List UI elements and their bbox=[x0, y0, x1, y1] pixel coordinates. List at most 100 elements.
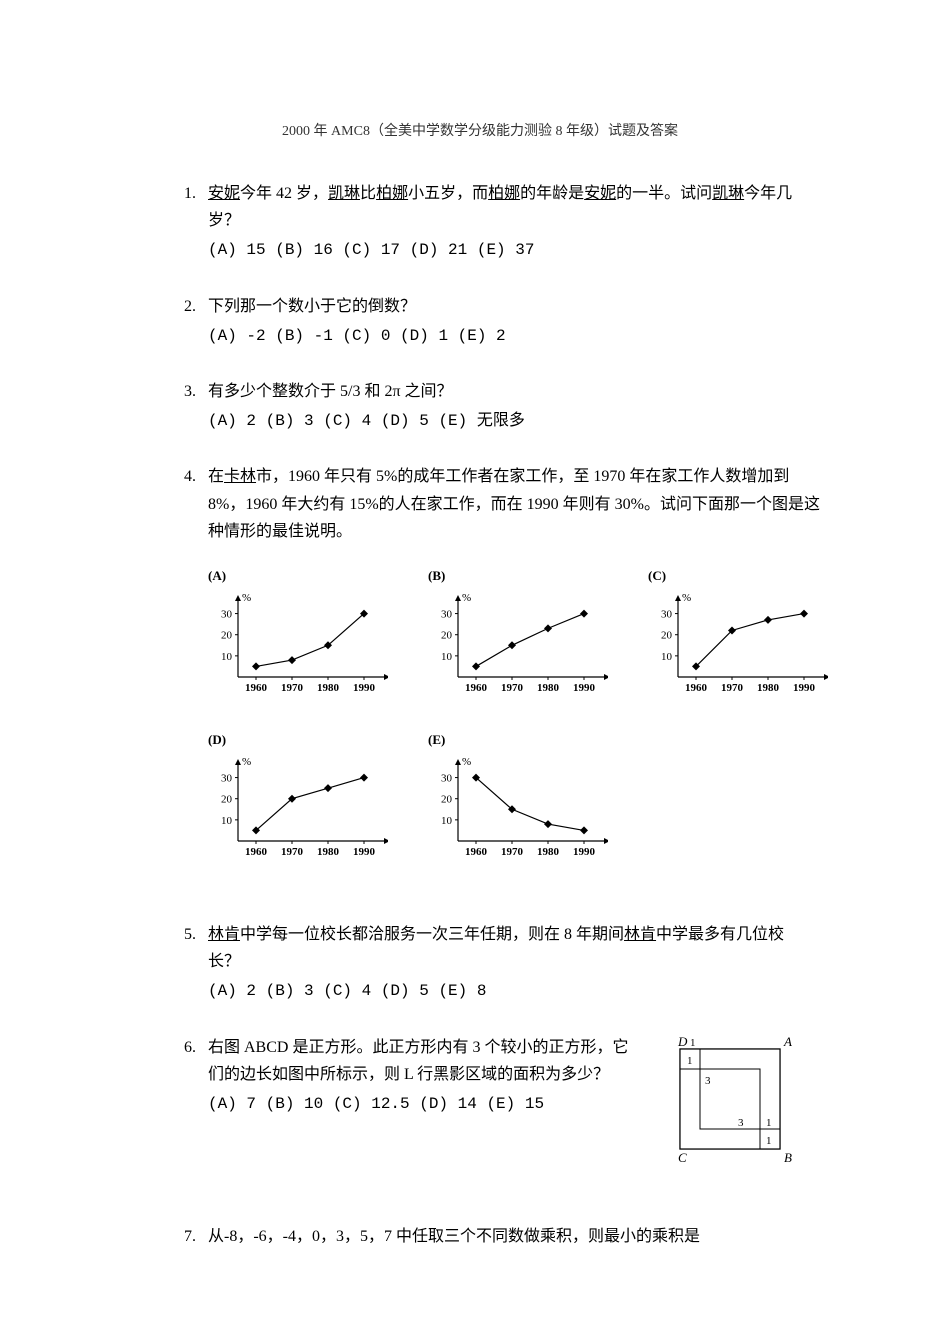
name-kailin2: 凯琳 bbox=[712, 185, 744, 202]
question-4: 4. 在卡林市，1960 年只有 5%的成年工作者在家工作，至 1970 年在家… bbox=[160, 463, 800, 893]
question-body: 安妮今年 42 岁，凯琳比柏娜小五岁，而柏娜的年龄是安妮的一半。试问凯琳今年几岁… bbox=[208, 180, 800, 265]
question-1: 1. 安妮今年 42 岁，凯琳比柏娜小五岁，而柏娜的年龄是安妮的一半。试问凯琳今… bbox=[160, 180, 800, 265]
svg-text:1970: 1970 bbox=[281, 846, 304, 858]
svg-text:1990: 1990 bbox=[353, 846, 376, 858]
svg-text:10: 10 bbox=[441, 651, 453, 663]
question-number: 4. bbox=[160, 463, 208, 893]
charts-grid: (A)%1020301960197019801990 (B)%102030196… bbox=[208, 565, 828, 863]
choices: (A) 15 (B) 16 (C) 17 (D) 21 (E) 37 bbox=[208, 236, 800, 264]
chart-c: (C)% 10 20 30 1960 1970 1980 1990 bbox=[648, 565, 828, 699]
question-number: 3. bbox=[160, 378, 208, 435]
question-body: 右图 ABCD 是正方形。此正方形内有 3 个较小的正方形，它们的边长如图中所标… bbox=[208, 1034, 800, 1183]
question-text: 右图 ABCD 是正方形。此正方形内有 3 个较小的正方形，它们的边长如图中所标… bbox=[208, 1034, 640, 1183]
name-kalin: 卡林 bbox=[224, 468, 256, 485]
question-body: 从-8，-6，-4，0，3，5，7 中任取三个不同数做乘积，则最小的乘积是 bbox=[208, 1223, 800, 1250]
question-body: 在卡林市，1960 年只有 5%的成年工作者在家工作，至 1970 年在家工作人… bbox=[208, 463, 828, 893]
svg-text:1980: 1980 bbox=[317, 682, 340, 694]
dim-3a: 3 bbox=[705, 1075, 711, 1087]
svg-text:10: 10 bbox=[221, 651, 233, 663]
name-bona: 柏娜 bbox=[376, 185, 408, 202]
svg-text:30: 30 bbox=[441, 609, 453, 621]
dim-1a: 1 bbox=[687, 1055, 693, 1067]
label-c: C bbox=[678, 1150, 687, 1165]
svg-text:10: 10 bbox=[441, 815, 453, 827]
question-number: 1. bbox=[160, 180, 208, 265]
svg-text:30: 30 bbox=[661, 609, 673, 621]
svg-text:1960: 1960 bbox=[465, 682, 488, 694]
svg-text:1980: 1980 bbox=[537, 682, 560, 694]
dim-3b: 3 bbox=[738, 1117, 744, 1129]
choices: (A) 7 (B) 10 (C) 12.5 (D) 14 (E) 15 bbox=[208, 1090, 640, 1118]
chart-label: (D) bbox=[208, 729, 388, 751]
choices: (A) 2 (B) 3 (C) 4 (D) 5 (E) 8 bbox=[208, 977, 800, 1005]
choices: (A) -2 (B) -1 (C) 0 (D) 1 (E) 2 bbox=[208, 322, 800, 350]
svg-text:1970: 1970 bbox=[281, 682, 304, 694]
svg-text:1970: 1970 bbox=[501, 682, 524, 694]
svg-text:1980: 1980 bbox=[537, 846, 560, 858]
svg-text:1990: 1990 bbox=[353, 682, 376, 694]
question-3: 3. 有多少个整数介于 5/3 和 2π 之间？ (A) 2 (B) 3 (C)… bbox=[160, 378, 800, 435]
svg-text:1990: 1990 bbox=[573, 846, 596, 858]
chart-label: (E) bbox=[428, 729, 608, 751]
question-number: 5. bbox=[160, 921, 208, 1006]
chart-a: (A)% 10 20 30 1960 1970 1980 1990 bbox=[208, 565, 388, 699]
question-2: 2. 下列那一个数小于它的倒数？ (A) -2 (B) -1 (C) 0 (D)… bbox=[160, 293, 800, 350]
name-lincoln: 林肯 bbox=[208, 926, 240, 943]
label-b: B bbox=[784, 1150, 792, 1165]
svg-text:20: 20 bbox=[441, 630, 453, 642]
name-bona2: 柏娜 bbox=[488, 185, 520, 202]
svg-text:%: % bbox=[242, 592, 251, 604]
choices: (A) 2 (B) 3 (C) 4 (D) 5 (E) 无限多 bbox=[208, 407, 800, 435]
chart-row-1: (A)%1020301960197019801990 (B)%102030196… bbox=[208, 565, 828, 699]
question-number: 2. bbox=[160, 293, 208, 350]
svg-text:%: % bbox=[242, 756, 251, 768]
question-number: 6. bbox=[160, 1034, 208, 1183]
question-number: 7. bbox=[160, 1223, 208, 1250]
svg-text:20: 20 bbox=[221, 630, 233, 642]
chart-label: (A) bbox=[208, 565, 388, 587]
svg-text:1990: 1990 bbox=[573, 682, 596, 694]
dim-1-top: 1 bbox=[690, 1037, 696, 1049]
name-kailin: 凯琳 bbox=[328, 185, 360, 202]
question-5: 5. 林肯中学每一位校长都洽服务一次三年任期，则在 8 年期间林肯中学最多有几位… bbox=[160, 921, 800, 1006]
svg-text:1960: 1960 bbox=[245, 682, 268, 694]
label-a: A bbox=[783, 1034, 792, 1049]
page-title: 2000 年 AMC8（全美中学数学分级能力测验 8 年级）试题及答案 bbox=[160, 120, 800, 140]
svg-text:1980: 1980 bbox=[317, 846, 340, 858]
chart-row-2: (D)% 10 20 30 1960 1970 1980 1990 (E)% 10 20 30 196… bbox=[208, 729, 828, 863]
label-d: D bbox=[677, 1034, 688, 1049]
chart-label: (C) bbox=[648, 565, 828, 587]
svg-text:1960: 1960 bbox=[245, 846, 268, 858]
question-6: 6. 右图 ABCD 是正方形。此正方形内有 3 个较小的正方形，它们的边长如图… bbox=[160, 1034, 800, 1183]
name-lincoln2: 林肯 bbox=[624, 926, 656, 943]
svg-text:30: 30 bbox=[441, 773, 453, 785]
question-body: 林肯中学每一位校长都洽服务一次三年任期，则在 8 年期间林肯中学最多有几位校长？… bbox=[208, 921, 800, 1006]
page: 2000 年 AMC8（全美中学数学分级能力测验 8 年级）试题及答案 1. 安… bbox=[0, 0, 950, 1338]
svg-text:%: % bbox=[462, 756, 471, 768]
svg-text:1980: 1980 bbox=[757, 682, 780, 694]
q6-figure: D A C B bbox=[660, 1034, 800, 1183]
name-annie2: 安妮 bbox=[584, 185, 616, 202]
svg-text:%: % bbox=[682, 592, 691, 604]
chart-b: (B)%1020301960197019801990 bbox=[428, 565, 608, 699]
svg-text:10: 10 bbox=[661, 651, 673, 663]
svg-text:1970: 1970 bbox=[721, 682, 744, 694]
svg-text:30: 30 bbox=[221, 609, 233, 621]
chart-e: (E)% 10 20 30 1960 1970 1980 1990 bbox=[428, 729, 608, 863]
svg-text:30: 30 bbox=[221, 773, 233, 785]
svg-text:20: 20 bbox=[441, 794, 453, 806]
svg-text:1990: 1990 bbox=[793, 682, 816, 694]
svg-text:10: 10 bbox=[221, 815, 233, 827]
svg-text:1970: 1970 bbox=[501, 846, 524, 858]
dim-1c: 1 bbox=[766, 1135, 772, 1147]
svg-text:1960: 1960 bbox=[685, 682, 708, 694]
name-annie: 安妮 bbox=[208, 185, 240, 202]
svg-text:%: % bbox=[462, 592, 471, 604]
svg-text:20: 20 bbox=[661, 630, 673, 642]
question-body: 有多少个整数介于 5/3 和 2π 之间？ (A) 2 (B) 3 (C) 4 … bbox=[208, 378, 800, 435]
svg-text:1960: 1960 bbox=[465, 846, 488, 858]
chart-d: (D)%1020301960197019801990 bbox=[208, 729, 388, 863]
question-body: 下列那一个数小于它的倒数？ (A) -2 (B) -1 (C) 0 (D) 1 … bbox=[208, 293, 800, 350]
dim-1b: 1 bbox=[766, 1117, 772, 1129]
question-7: 7. 从-8，-6，-4，0，3，5，7 中任取三个不同数做乘积，则最小的乘积是 bbox=[160, 1223, 800, 1250]
